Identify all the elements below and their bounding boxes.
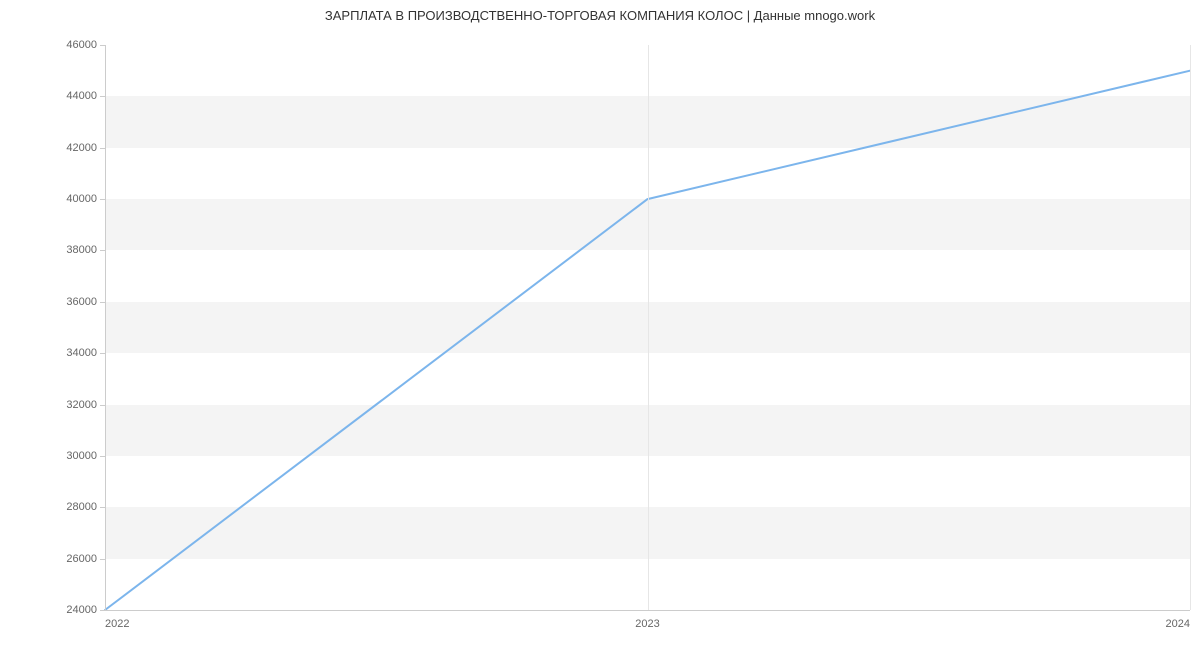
y-tick-label: 42000 xyxy=(66,142,97,154)
y-tick-mark xyxy=(100,456,105,457)
y-tick-label: 24000 xyxy=(66,604,97,616)
y-tick-label: 30000 xyxy=(66,450,97,462)
y-tick-mark xyxy=(100,353,105,354)
y-axis-line xyxy=(105,45,106,610)
x-tick-label: 2023 xyxy=(635,618,659,630)
y-tick-mark xyxy=(100,148,105,149)
x-tick-label: 2022 xyxy=(105,618,129,630)
y-tick-label: 44000 xyxy=(66,90,97,102)
y-tick-label: 36000 xyxy=(66,296,97,308)
y-tick-mark xyxy=(100,45,105,46)
y-tick-mark xyxy=(100,507,105,508)
y-tick-label: 34000 xyxy=(66,347,97,359)
y-tick-label: 32000 xyxy=(66,399,97,411)
plot-area: 2400026000280003000032000340003600038000… xyxy=(105,45,1190,610)
y-tick-label: 26000 xyxy=(66,553,97,565)
chart-title: ЗАРПЛАТА В ПРОИЗВОДСТВЕННО-ТОРГОВАЯ КОМП… xyxy=(0,8,1200,23)
y-tick-mark xyxy=(100,199,105,200)
y-tick-mark xyxy=(100,250,105,251)
y-tick-mark xyxy=(100,610,105,611)
y-tick-mark xyxy=(100,302,105,303)
y-tick-label: 40000 xyxy=(66,193,97,205)
y-tick-mark xyxy=(100,96,105,97)
x-gridline xyxy=(1190,45,1191,610)
y-tick-mark xyxy=(100,559,105,560)
x-tick-label: 2024 xyxy=(1166,618,1190,630)
y-tick-label: 46000 xyxy=(66,39,97,51)
y-tick-label: 28000 xyxy=(66,501,97,513)
x-axis-line xyxy=(105,610,1190,611)
y-tick-mark xyxy=(100,405,105,406)
y-tick-label: 38000 xyxy=(66,244,97,256)
x-gridline xyxy=(648,45,649,610)
salary-line-chart: ЗАРПЛАТА В ПРОИЗВОДСТВЕННО-ТОРГОВАЯ КОМП… xyxy=(0,0,1200,650)
